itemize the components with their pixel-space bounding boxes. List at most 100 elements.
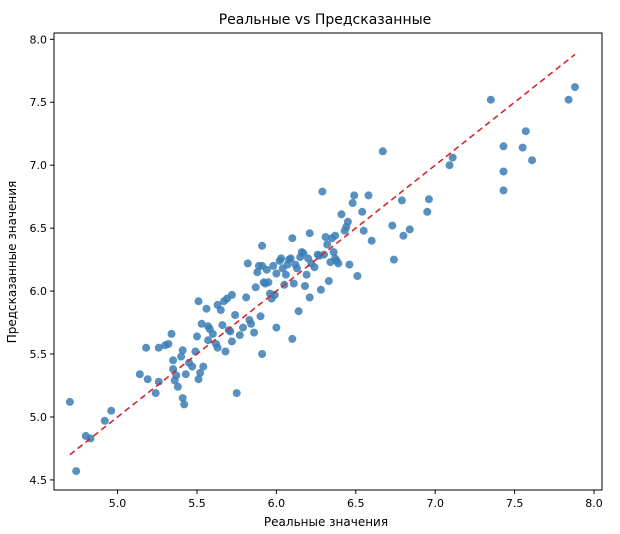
- data-point: [135, 370, 144, 379]
- y-tick-label: 5.0: [30, 411, 48, 424]
- data-point: [194, 297, 203, 306]
- data-point: [448, 153, 457, 162]
- data-point: [571, 83, 579, 92]
- data-point: [269, 261, 278, 270]
- data-point: [253, 268, 262, 277]
- data-point: [72, 467, 81, 476]
- data-point: [397, 196, 406, 205]
- y-tick-label: 8.0: [30, 33, 48, 46]
- data-point: [164, 340, 173, 348]
- data-point: [318, 187, 327, 196]
- x-tick-label: 5.5: [188, 497, 206, 510]
- data-point: [251, 283, 260, 292]
- data-point: [194, 375, 203, 384]
- reference-line: [69, 53, 576, 456]
- data-point: [107, 406, 116, 415]
- data-point: [239, 323, 247, 332]
- data-point: [177, 352, 186, 361]
- y-axis: 4.5 5.0 5.5 6.0 6.5 7.0 7.5 8.0: [30, 33, 54, 487]
- data-point: [143, 375, 152, 384]
- data-point: [353, 272, 362, 280]
- x-axis-label: Реальные значения: [264, 515, 388, 529]
- data-point: [293, 264, 301, 273]
- plot-frame: [53, 32, 603, 491]
- data-point: [202, 304, 211, 313]
- data-point: [321, 233, 330, 241]
- data-point: [262, 265, 271, 274]
- x-tick-label: 8.0: [585, 497, 603, 510]
- data-point: [359, 226, 368, 235]
- data-point: [188, 362, 197, 371]
- data-point: [564, 95, 573, 104]
- data-point: [199, 362, 208, 371]
- data-point: [445, 161, 454, 170]
- x-axis: 5.0 5.5 6.0 6.5 7.0 7.5 8.0: [109, 490, 603, 510]
- data-point: [345, 260, 354, 269]
- data-point: [364, 191, 373, 200]
- data-point: [337, 210, 346, 219]
- data-point: [172, 371, 181, 380]
- data-point: [154, 343, 163, 352]
- data-point: [301, 282, 309, 290]
- data-point: [334, 259, 343, 268]
- data-point: [272, 323, 281, 332]
- data-point: [348, 199, 357, 207]
- data-point: [193, 332, 201, 341]
- data-point: [65, 397, 74, 406]
- y-tick-label: 4.5: [30, 474, 48, 487]
- data-point: [305, 229, 314, 238]
- data-point: [388, 221, 397, 230]
- data-point: [196, 368, 205, 377]
- data-point: [232, 389, 241, 398]
- data-point: [169, 356, 178, 365]
- y-tick-label: 7.0: [30, 159, 48, 172]
- y-axis-label: Предсказанные значения: [5, 181, 19, 344]
- data-point: [142, 343, 151, 352]
- y-tick-label: 7.5: [30, 96, 48, 109]
- data-point: [329, 248, 338, 257]
- data-point: [197, 319, 206, 328]
- chart-title: Реальные vs Предсказанные: [219, 12, 432, 28]
- chart-marks: [65, 53, 579, 476]
- data-point: [277, 254, 286, 263]
- data-point: [486, 95, 495, 104]
- x-tick-label: 6.5: [347, 497, 365, 510]
- data-point: [221, 347, 230, 356]
- data-point: [227, 290, 236, 299]
- data-point: [528, 156, 537, 165]
- data-point: [218, 321, 227, 330]
- data-point: [399, 231, 408, 240]
- data-point: [250, 328, 259, 337]
- data-point: [294, 307, 303, 316]
- data-point: [499, 142, 508, 151]
- data-point: [521, 127, 530, 136]
- data-point: [181, 370, 190, 379]
- data-point: [178, 394, 187, 403]
- data-point: [243, 259, 252, 268]
- data-point: [499, 186, 508, 195]
- data-point: [242, 293, 251, 302]
- y-tick-label: 6.5: [30, 222, 48, 235]
- data-point: [178, 346, 187, 355]
- data-point: [264, 278, 273, 287]
- data-point: [350, 191, 359, 200]
- data-point: [258, 241, 267, 250]
- data-point: [289, 279, 298, 288]
- x-tick-label: 5.0: [109, 497, 127, 510]
- data-point: [167, 329, 176, 338]
- data-point: [227, 337, 236, 346]
- data-point: [389, 255, 398, 264]
- data-point: [216, 306, 225, 314]
- data-point: [288, 234, 297, 243]
- data-point: [310, 263, 319, 272]
- x-tick-label: 7.5: [506, 497, 524, 510]
- data-point: [256, 312, 265, 321]
- data-point: [324, 277, 333, 285]
- data-point: [286, 254, 295, 263]
- data-point: [378, 147, 387, 156]
- y-tick-label: 5.5: [30, 348, 48, 361]
- data-point: [247, 319, 255, 328]
- data-point: [281, 270, 290, 279]
- data-point: [235, 331, 244, 340]
